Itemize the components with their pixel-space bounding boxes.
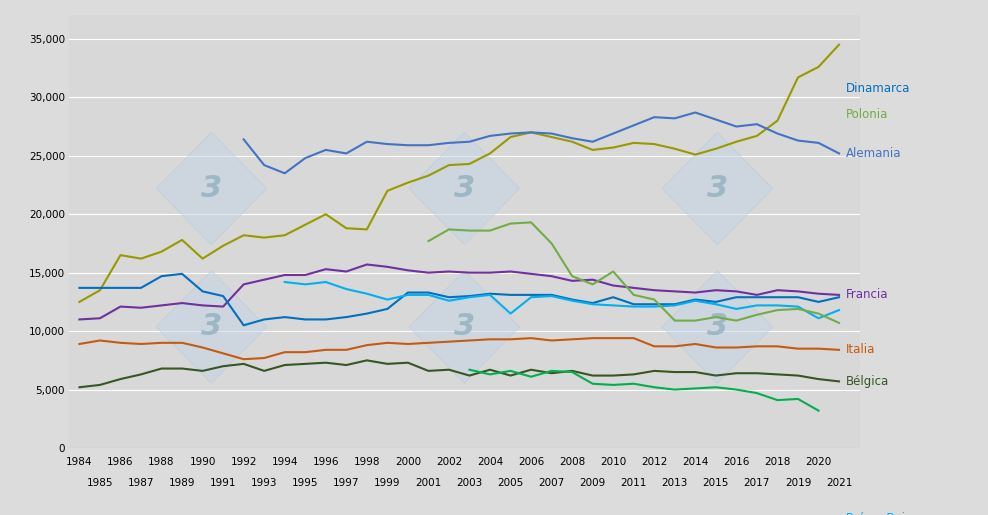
Text: 3: 3 (706, 174, 728, 203)
Text: 2005: 2005 (497, 478, 524, 488)
Text: 3: 3 (201, 313, 222, 341)
Text: 1985: 1985 (87, 478, 114, 488)
Polygon shape (409, 271, 520, 383)
Text: 2003: 2003 (456, 478, 482, 488)
Text: 2010: 2010 (600, 457, 626, 467)
Text: 1998: 1998 (354, 457, 380, 467)
Text: 2015: 2015 (702, 478, 729, 488)
Text: 2021: 2021 (826, 478, 853, 488)
Text: 2007: 2007 (538, 478, 565, 488)
Text: 1986: 1986 (108, 457, 133, 467)
Polygon shape (156, 271, 267, 383)
Polygon shape (662, 271, 773, 383)
Text: Países Bajos: Países Bajos (846, 512, 919, 515)
Text: 1995: 1995 (292, 478, 318, 488)
Text: Bélgica: Bélgica (846, 375, 889, 388)
Text: 2016: 2016 (723, 457, 750, 467)
Text: 3: 3 (453, 313, 475, 341)
Text: 1989: 1989 (169, 478, 196, 488)
Text: 1992: 1992 (230, 457, 257, 467)
Polygon shape (409, 132, 520, 245)
Text: 3: 3 (201, 174, 222, 203)
Text: 1994: 1994 (272, 457, 298, 467)
Text: 3: 3 (453, 174, 475, 203)
Text: Italia: Italia (846, 344, 875, 356)
Text: 2006: 2006 (518, 457, 544, 467)
Text: 2012: 2012 (641, 457, 668, 467)
Text: 2008: 2008 (559, 457, 585, 467)
Text: 2004: 2004 (477, 457, 503, 467)
Text: 1990: 1990 (190, 457, 215, 467)
Text: 1996: 1996 (312, 457, 339, 467)
Text: Alemania: Alemania (846, 147, 901, 160)
Text: 1993: 1993 (251, 478, 278, 488)
Text: 1999: 1999 (374, 478, 400, 488)
Text: 1991: 1991 (209, 478, 236, 488)
Text: 2019: 2019 (784, 478, 811, 488)
Polygon shape (662, 132, 773, 245)
Text: 2011: 2011 (620, 478, 647, 488)
Text: 2013: 2013 (662, 478, 688, 488)
Polygon shape (156, 132, 267, 245)
Text: 1988: 1988 (148, 457, 175, 467)
Text: 2000: 2000 (395, 457, 421, 467)
Text: 2009: 2009 (580, 478, 606, 488)
Text: 1984: 1984 (66, 457, 93, 467)
Text: Francia: Francia (846, 288, 888, 301)
Text: 3: 3 (706, 313, 728, 341)
Text: 2001: 2001 (415, 478, 442, 488)
Text: 1987: 1987 (127, 478, 154, 488)
Text: Dinamarca: Dinamarca (846, 82, 910, 95)
Text: 2018: 2018 (765, 457, 790, 467)
Text: 1997: 1997 (333, 478, 360, 488)
Text: 2014: 2014 (682, 457, 708, 467)
Text: 2020: 2020 (805, 457, 832, 467)
Text: Polonia: Polonia (846, 108, 888, 121)
Text: 2017: 2017 (744, 478, 770, 488)
Text: 2002: 2002 (436, 457, 462, 467)
